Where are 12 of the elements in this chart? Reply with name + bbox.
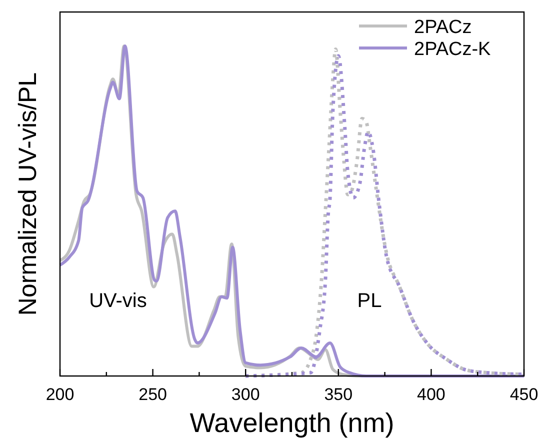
x-tick-label: 350 [324,385,353,404]
x-tick-label: 400 [417,385,446,404]
annotation: PL [357,290,382,312]
y-axis-title: Normalized UV-vis/PL [14,72,42,316]
x-tick-label: 200 [46,385,74,404]
x-tick-label: 250 [138,385,167,404]
x-axis-title: Wavelength (nm) [190,408,394,438]
x-tick-label: 300 [231,385,260,404]
annotation: UV-vis [89,290,147,312]
x-tick-label: 450 [510,385,538,404]
legend-label: 2PACz [414,17,472,38]
legend-label: 2PACz-K [414,39,492,60]
